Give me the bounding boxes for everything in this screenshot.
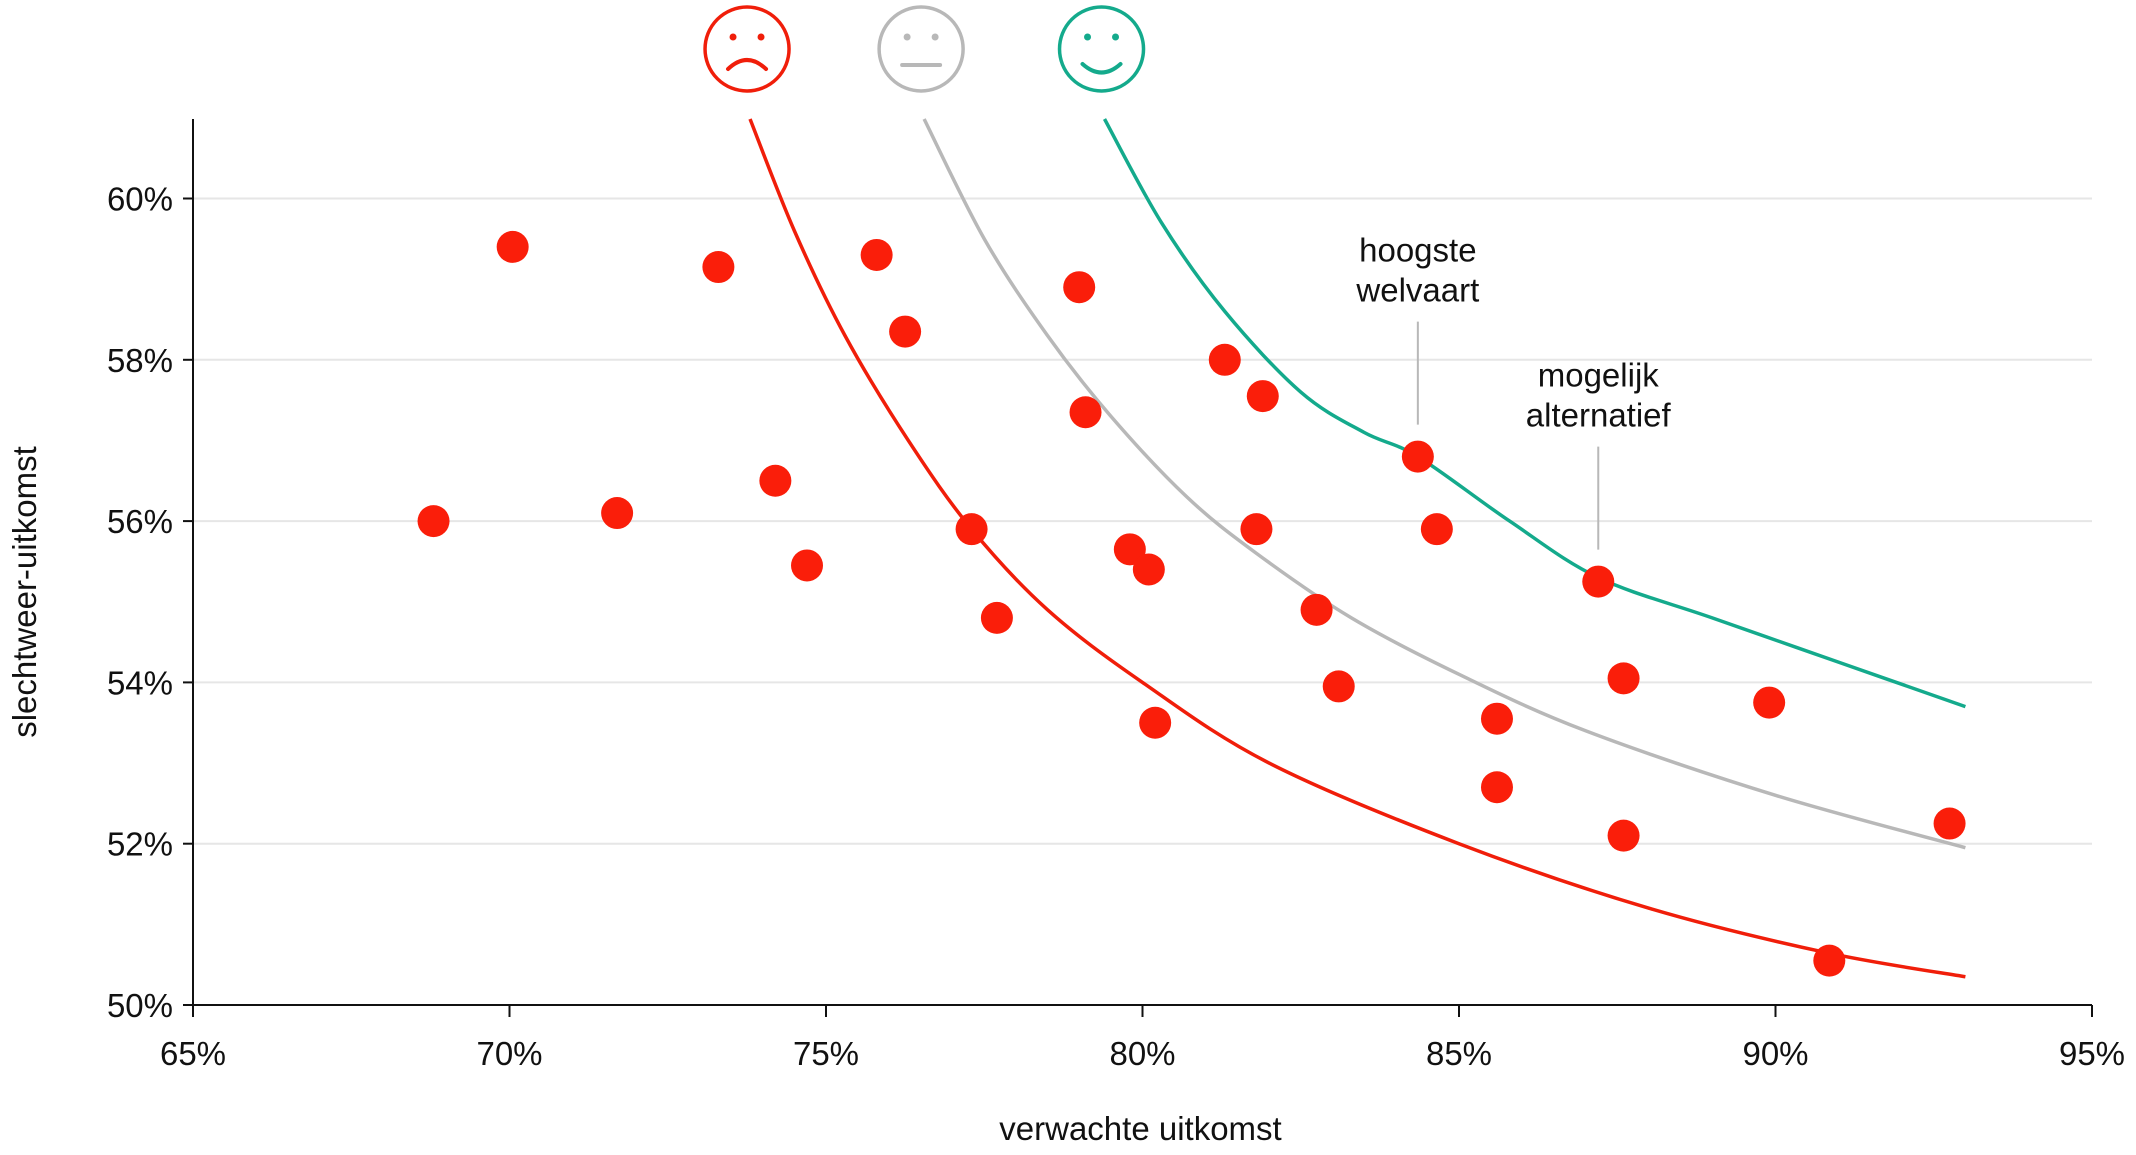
y-tick-label: 58% [107,342,173,379]
curve-ontevreden [748,118,1966,979]
data-point [1322,670,1355,703]
data-point [1401,440,1434,473]
data-point [1300,593,1333,626]
data-point [702,251,735,284]
x-tick-label: 80% [1109,1035,1175,1072]
data-point [1420,513,1453,546]
data-point [1132,553,1165,586]
data-point [1933,807,1966,840]
face-eye [1084,33,1092,41]
y-tick-label: 56% [107,503,173,540]
x-tick-label: 75% [793,1035,859,1072]
data-point [860,238,893,271]
data-point [1480,702,1513,735]
data-point [1208,343,1241,376]
face-outline [877,5,965,93]
face-eye [1112,33,1120,41]
face-eye [931,33,939,41]
annotation-label: welvaart [1355,272,1479,309]
happy-face-icon [1057,5,1146,93]
data-point [889,315,922,348]
x-tick-label: 70% [476,1035,542,1072]
x-axis-label: verwachte uitkomst [999,1110,1281,1147]
data-point [1582,565,1615,598]
data-points [417,230,1966,977]
x-tick-label: 85% [1426,1035,1492,1072]
data-point [1240,513,1273,546]
x-tick-label: 65% [160,1035,226,1072]
face-eye [729,33,737,41]
y-tick-label: 52% [107,826,173,863]
data-point [1607,819,1640,852]
data-point [417,505,450,538]
curve-neutraal [922,118,1966,850]
annotation-label: alternatief [1526,397,1672,434]
face-eye [903,33,911,41]
face-mouth [726,58,769,71]
data-point [1113,533,1146,566]
data-point [1753,686,1786,719]
neutral-face-icon [877,5,965,93]
y-tick-label: 50% [107,987,173,1024]
y-tick-label: 60% [107,181,173,218]
data-point [1139,706,1172,739]
face-eye [757,33,765,41]
indifference-curves [748,118,1966,979]
data-point [1246,380,1279,413]
annotation-label: hoogste [1359,232,1476,269]
curve-tevreden [1102,118,1966,709]
data-point [1069,396,1102,429]
data-point [601,497,634,530]
data-point [1607,662,1640,695]
face-outline [1057,5,1146,93]
data-point [1813,944,1846,977]
y-axis-label: slechtweer-uitkomst [6,446,43,738]
face-outline [703,5,791,93]
data-point [759,464,792,497]
data-point [980,601,1013,634]
x-ticks: 65% 70% 75% 80% 85% 90% 95% [160,1005,2125,1072]
data-point [496,230,529,263]
data-point [1480,771,1513,804]
x-tick-label: 95% [2059,1035,2125,1072]
y-ticks: 50% 52% 54% 56% 58% 60% [107,181,193,1024]
face-mouth [1080,62,1123,75]
gridlines [193,197,2092,845]
data-point [791,549,824,582]
sad-face-icon [703,5,791,93]
face-legend [703,5,1146,93]
x-tick-label: 90% [1742,1035,1808,1072]
y-tick-label: 54% [107,664,173,701]
annotation-label: mogelijk [1538,357,1660,394]
data-point [955,513,988,546]
data-point [1063,271,1096,304]
